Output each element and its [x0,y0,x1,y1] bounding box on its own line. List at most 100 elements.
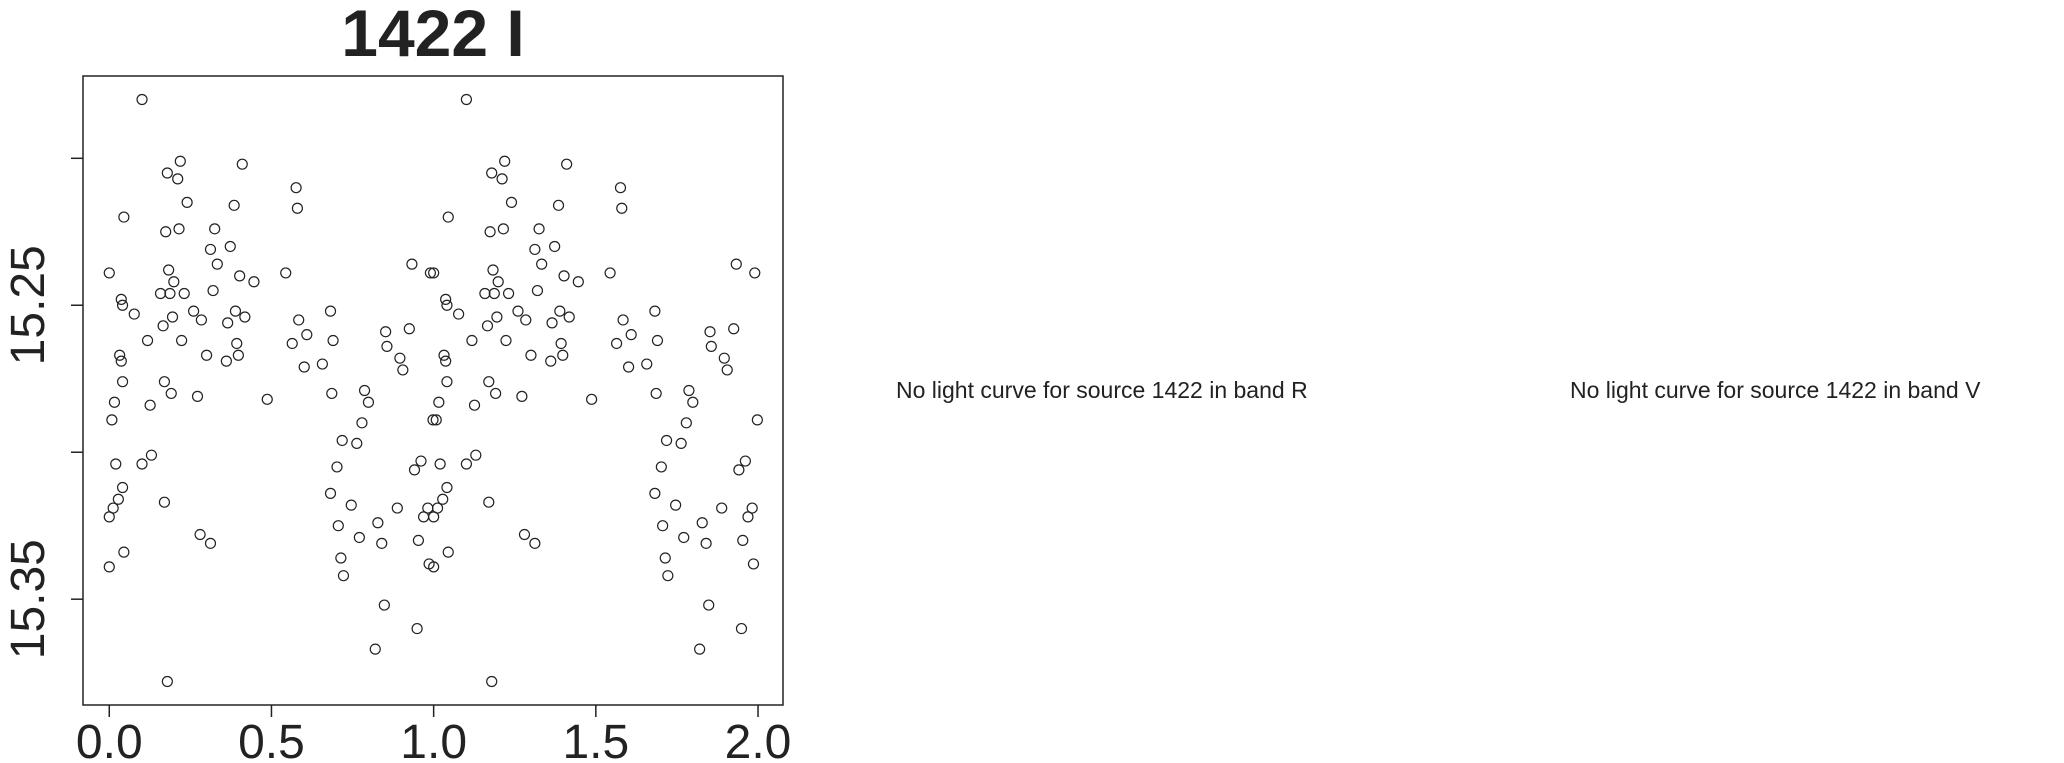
data-point [747,558,760,570]
data-point [649,487,661,499]
data-point [479,287,491,300]
data-point [470,449,482,461]
data-point [336,434,348,447]
data-point [625,329,637,341]
data-point [657,520,669,532]
data-point [204,537,217,549]
data-point [408,464,421,476]
data-point [406,258,418,270]
data-point [164,287,176,300]
data-point [324,487,337,499]
data-point [437,493,449,505]
data-point [716,502,728,514]
data-point [622,361,635,373]
data-point [168,276,180,288]
data-point [554,305,566,317]
data-point [529,243,541,256]
y-tick-label: 15.35 [2,539,55,659]
data-point [301,329,313,341]
data-point [236,158,248,170]
data-point [536,258,548,270]
data-point [176,334,188,347]
data-point [163,264,175,276]
data-point [563,311,575,323]
data-point [678,531,690,544]
data-point [492,276,504,288]
data-point [660,434,673,447]
data-point [561,158,573,170]
data-point [586,393,598,405]
data-point [380,326,392,338]
data-point [483,376,495,388]
data-point [520,314,532,326]
data-point [116,376,129,388]
data-point [641,358,653,370]
data-point [703,599,715,611]
data-point [487,264,499,276]
data-point [649,305,661,317]
data-point [735,622,748,635]
data-point [114,349,126,361]
x-tick-label: 0.0 [76,716,143,763]
chart-title: 1422 I [341,0,525,70]
data-point [440,355,452,367]
data-point [141,334,154,347]
plot-frame [82,75,784,706]
data-point [211,258,223,270]
data-point [115,355,127,367]
data-point [112,493,124,505]
data-point [728,323,740,335]
data-point [705,340,717,353]
data-point [516,390,528,402]
data-point [248,276,260,288]
data-point [453,308,465,320]
data-point [222,317,234,329]
data-point [261,393,273,405]
data-point [525,349,537,361]
x-tick-label: 2.0 [725,716,792,763]
data-point [378,599,390,611]
data-point [337,570,350,582]
data-point [442,211,454,223]
data-point [733,464,745,476]
data-point [118,211,130,223]
data-point [110,458,122,470]
data-point [557,349,569,361]
data-point [704,326,716,338]
data-point [181,196,193,208]
data-point [372,517,384,529]
data-point [466,334,478,347]
data-point [700,537,712,549]
data-point [161,167,173,179]
data-point [488,287,500,300]
data-point [552,199,565,211]
data-point [232,349,244,361]
data-point [158,376,171,388]
data-point [502,287,515,300]
data-point [239,311,251,323]
data-point [107,502,119,514]
data-point [610,337,623,350]
data-point [496,173,508,185]
data-point [694,643,706,655]
data-point [428,267,440,279]
data-point [161,675,173,688]
data-point [491,311,503,323]
data-point [675,437,687,450]
data-point [224,240,236,253]
data-point [118,546,130,558]
data-point [324,305,337,317]
data-point [403,323,415,335]
data-point [116,481,129,494]
data-point [103,267,115,279]
data-point [490,387,502,400]
data-point [721,364,733,376]
data-point [115,293,127,305]
data-point [173,223,185,235]
data-point [718,352,730,364]
data-point [116,299,129,311]
data-point [441,376,453,388]
data-point [512,305,524,317]
data-point [166,311,179,323]
